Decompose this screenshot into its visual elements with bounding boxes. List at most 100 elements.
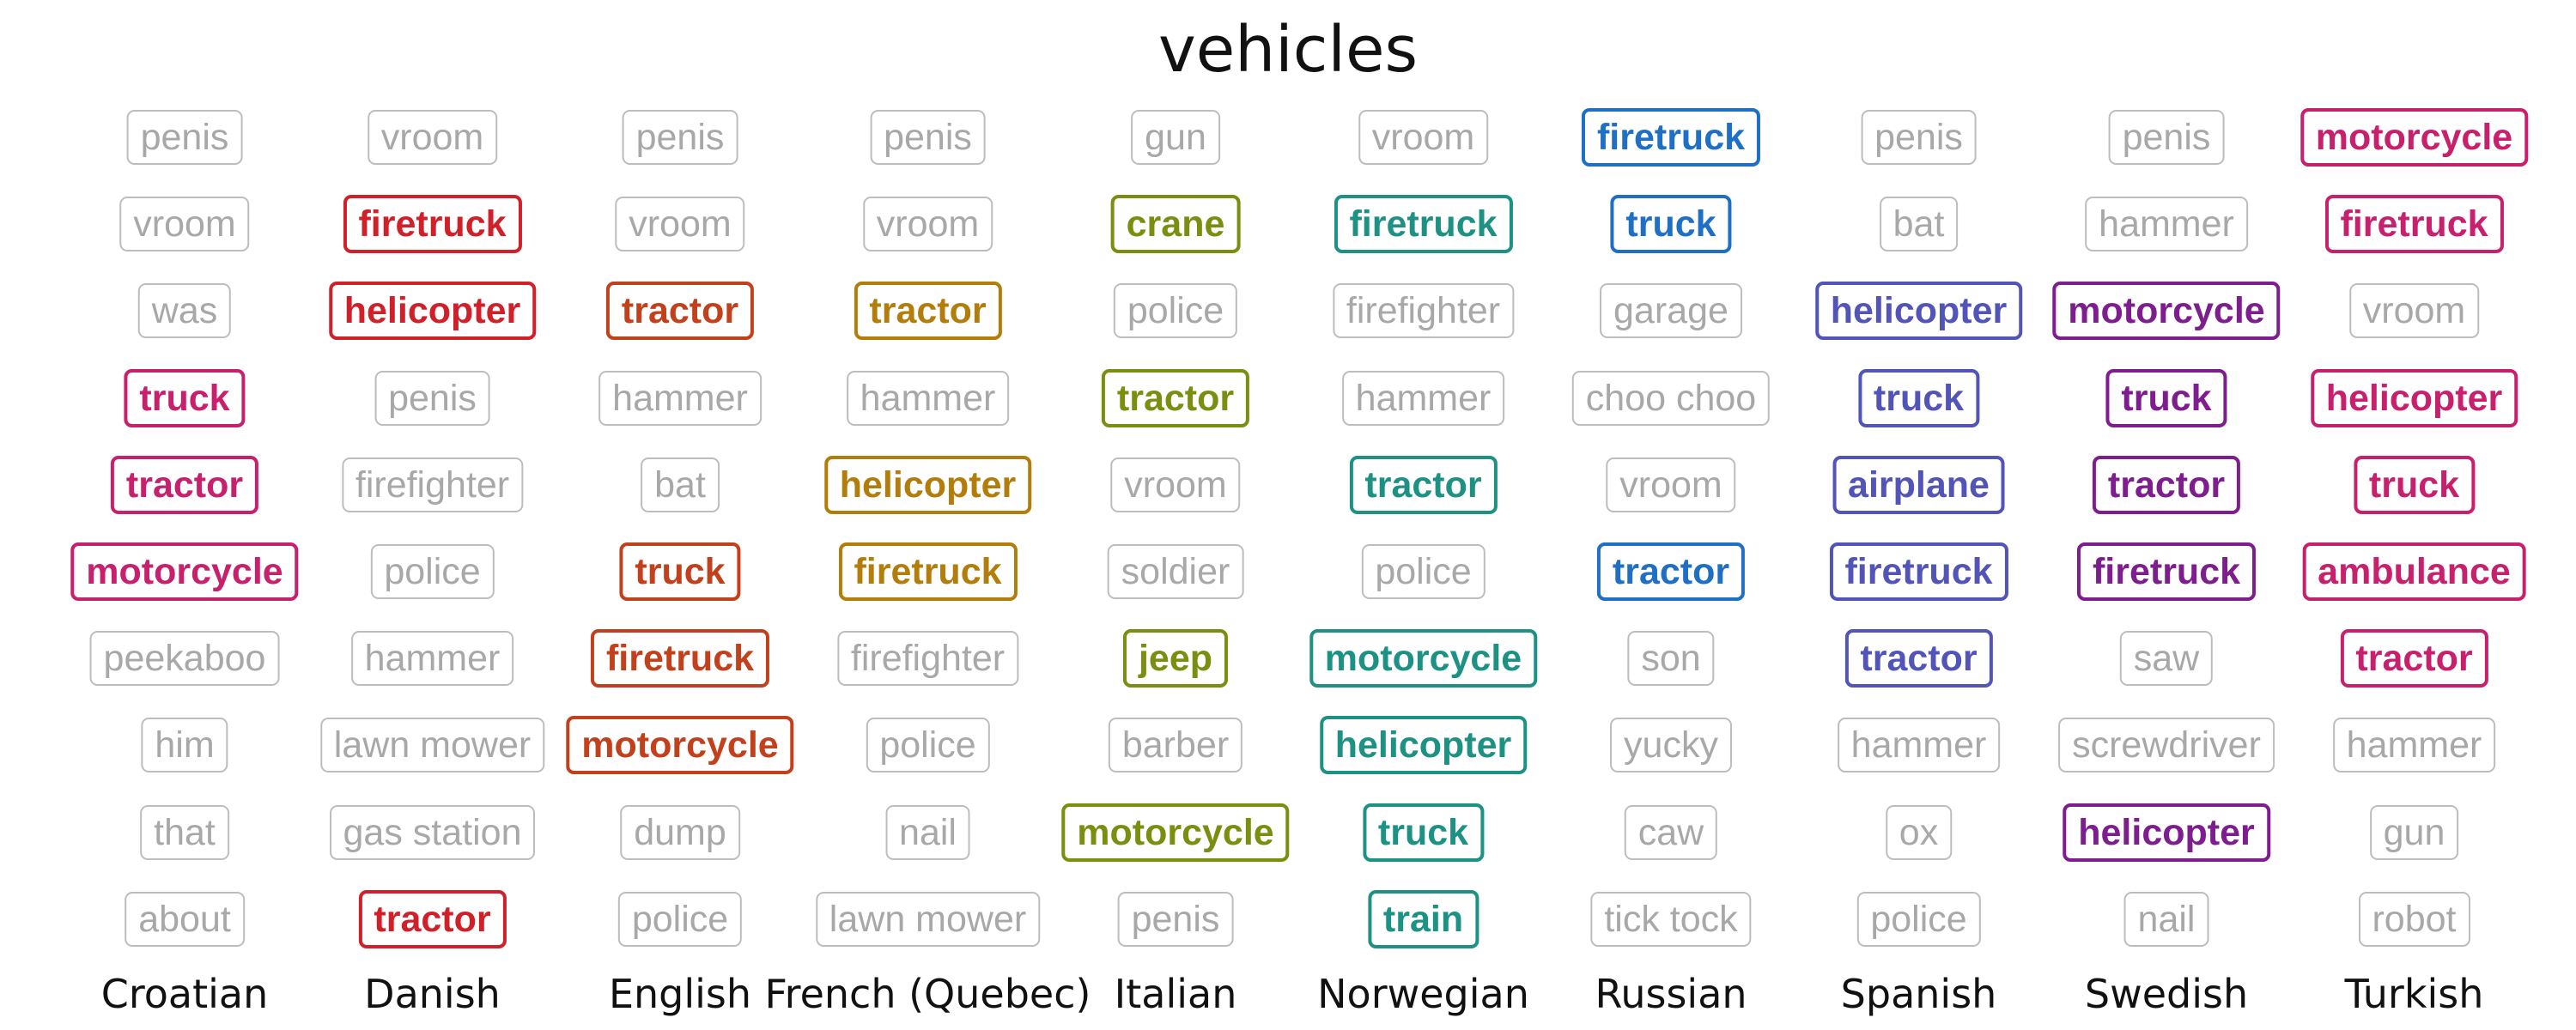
word-box: vroom: [615, 197, 745, 252]
word-box: vroom: [1358, 110, 1489, 165]
word-box: hammer: [1837, 718, 2001, 773]
word-box: tractor: [2092, 455, 2241, 514]
language-label: French (Quebec): [764, 971, 1091, 1017]
language-label: Turkish: [2344, 971, 2484, 1017]
word-box: tractor: [1349, 455, 1498, 514]
chart-title: vehicles: [1157, 13, 1419, 87]
word-box: firefighter: [836, 631, 1019, 687]
word-box: hammer: [350, 631, 514, 687]
word-box: firetruck: [1334, 195, 1513, 254]
word-box: robot: [2358, 891, 2470, 947]
word-box: truck: [1857, 368, 1980, 427]
word-box: crane: [1110, 195, 1241, 254]
word-box: lawn mower: [319, 718, 545, 773]
word-box: motorcycle: [2300, 108, 2529, 167]
word-box: helicopter: [1319, 716, 1528, 775]
word-box: penis: [374, 370, 490, 426]
word-box: vroom: [862, 197, 993, 252]
word-box: firetruck: [590, 629, 770, 688]
language-label: English: [608, 971, 752, 1017]
word-box: gas station: [329, 804, 536, 860]
word-box: firetruck: [2324, 195, 2504, 254]
word-box: vroom: [367, 110, 498, 165]
word-box: yucky: [1610, 718, 1732, 773]
word-box: train: [1367, 889, 1479, 948]
word-box: gun: [2369, 804, 2459, 860]
language-label: Norwegian: [1317, 971, 1529, 1017]
word-box: hammer: [2332, 718, 2496, 773]
word-box: police: [1113, 283, 1238, 339]
language-label: Russian: [1595, 971, 1747, 1017]
language-label: Croatian: [100, 971, 269, 1017]
word-box: firetruck: [1581, 108, 1761, 167]
language-label: Italian: [1114, 971, 1237, 1017]
word-box: truck: [619, 542, 741, 601]
word-box: bat: [641, 457, 720, 512]
word-box: penis: [1861, 110, 1977, 165]
word-box: dump: [620, 804, 740, 860]
language-label: Swedish: [2084, 971, 2249, 1017]
word-box: barber: [1108, 718, 1243, 773]
word-box: son: [1627, 631, 1715, 687]
word-box: saw: [2119, 631, 2214, 687]
language-label: Danish: [364, 971, 501, 1017]
word-box: police: [370, 544, 495, 599]
word-box: tractor: [1844, 629, 1993, 688]
word-box: penis: [2108, 110, 2225, 165]
word-box: garage: [1600, 283, 1742, 339]
word-box: hammer: [846, 370, 1010, 426]
word-box: motorcycle: [2052, 282, 2281, 341]
word-box: truck: [124, 368, 246, 427]
word-box: police: [1361, 544, 1485, 599]
word-box: about: [125, 891, 245, 947]
word-box: motorcycle: [1309, 629, 1538, 688]
word-box: helicopter: [2310, 368, 2518, 427]
word-box: helicopter: [2063, 803, 2270, 862]
word-box: police: [617, 891, 743, 947]
word-box: ambulance: [2302, 542, 2526, 601]
word-box: penis: [870, 110, 986, 165]
word-box: vroom: [1110, 457, 1241, 512]
word-box: bat: [1879, 197, 1959, 252]
word-box: police: [866, 718, 990, 773]
word-box: tractor: [2340, 629, 2488, 688]
word-box: that: [140, 804, 229, 860]
word-box: helicopter: [823, 455, 1032, 514]
word-box: penis: [622, 110, 738, 165]
word-box: jeep: [1122, 629, 1229, 688]
word-box: nail: [885, 804, 970, 860]
word-box: peekaboo: [89, 631, 280, 687]
word-box: was: [137, 283, 232, 339]
word-box: nail: [2123, 891, 2209, 947]
word-box: tractor: [1596, 542, 1746, 601]
word-box: ox: [1885, 804, 1953, 860]
word-box: tractor: [854, 282, 1002, 341]
word-box: him: [141, 718, 228, 773]
word-box: lawn mower: [815, 891, 1041, 947]
word-box: vroom: [2348, 283, 2480, 339]
word-box: firetruck: [2076, 542, 2257, 601]
word-box: screwdriver: [2058, 718, 2275, 773]
word-box: caw: [1624, 804, 1718, 860]
word-box: motorcycle: [1061, 803, 1290, 862]
word-box: helicopter: [328, 282, 537, 341]
word-box: firetruck: [343, 195, 522, 254]
word-box: firetruck: [1829, 542, 2008, 601]
word-box: truck: [1610, 195, 1732, 254]
language-label: Spanish: [1840, 971, 1997, 1017]
word-box: truck: [2353, 455, 2476, 514]
word-box: motorcycle: [70, 542, 299, 601]
word-box: truck: [2105, 368, 2227, 427]
word-box: tractor: [358, 889, 507, 948]
word-box: airplane: [1832, 455, 2005, 514]
word-box: penis: [1117, 891, 1234, 947]
word-box: hammer: [2085, 197, 2248, 252]
word-box: tick tock: [1590, 891, 1752, 947]
word-box: hammer: [1341, 370, 1505, 426]
word-box: penis: [126, 110, 243, 165]
word-box: firetruck: [838, 542, 1018, 601]
word-box: helicopter: [1814, 282, 2023, 341]
word-box: hammer: [598, 370, 762, 426]
word-box: soldier: [1107, 544, 1244, 599]
